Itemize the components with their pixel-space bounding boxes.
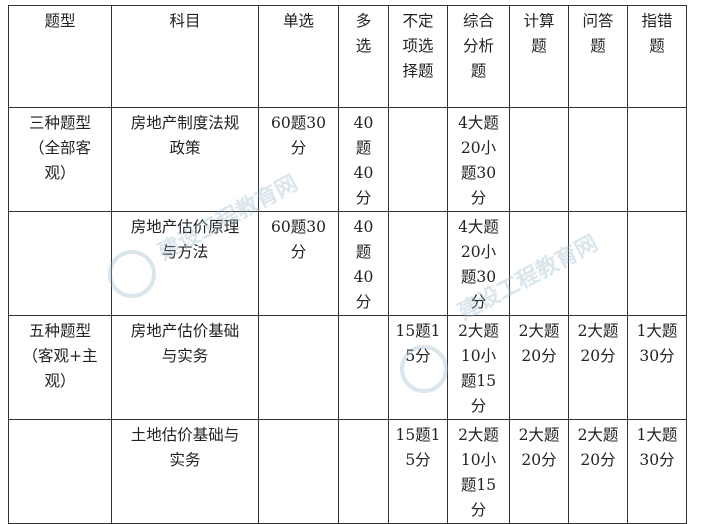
table-cell bbox=[388, 211, 448, 316]
table-cell: 2大题20分 bbox=[509, 315, 569, 420]
table-cell: 60题30分 bbox=[258, 211, 339, 316]
table-cell bbox=[509, 107, 569, 212]
table-cell: 15题15分 bbox=[388, 315, 448, 420]
header-cell: 综合分析题 bbox=[447, 5, 510, 108]
table-cell: 2大题10小题15分 bbox=[447, 315, 510, 420]
table-cell: 60题30分 bbox=[258, 107, 339, 212]
table-cell bbox=[568, 107, 628, 212]
table-row: 房地产估价原理与方法 60题30分 40题40分 4大题20小题30分 bbox=[8, 211, 687, 316]
table-cell: 40题40分 bbox=[338, 211, 389, 316]
table-cell bbox=[509, 211, 569, 316]
header-cell: 计算题 bbox=[509, 5, 569, 108]
table-row: 土地估价基础与实务 15题15分 2大题10小题15分 2大题20分 2大题20… bbox=[8, 419, 687, 524]
header-cell: 不定项选择题 bbox=[388, 5, 448, 108]
header-cell: 指错题 bbox=[627, 5, 687, 108]
table-cell bbox=[627, 211, 687, 316]
subject-cell: 房地产估价原理与方法 bbox=[111, 211, 259, 316]
table-cell: 4大题20小题30分 bbox=[447, 211, 510, 316]
question-type-cell bbox=[8, 211, 112, 316]
question-type-cell: 五种题型（客观+主观） bbox=[8, 315, 112, 420]
table-cell: 2大题20分 bbox=[568, 419, 628, 524]
table-cell: 2大题20分 bbox=[509, 419, 569, 524]
table-cell: 15题15分 bbox=[388, 419, 448, 524]
header-cell: 题型 bbox=[8, 5, 112, 108]
table-cell: 2大题10小题15分 bbox=[447, 419, 510, 524]
table-row: 三种题型（全部客观） 房地产制度法规政策 60题30分 40题40分 4大题20… bbox=[8, 107, 687, 212]
table-cell bbox=[338, 419, 389, 524]
table-row: 五种题型（客观+主观） 房地产估价基础与实务 15题15分 2大题10小题15分… bbox=[8, 315, 687, 420]
question-type-cell bbox=[8, 419, 112, 524]
table-cell bbox=[258, 315, 339, 420]
question-type-cell: 三种题型（全部客观） bbox=[8, 107, 112, 212]
subject-cell: 房地产制度法规政策 bbox=[111, 107, 259, 212]
header-cell: 问答题 bbox=[568, 5, 628, 108]
table-cell bbox=[258, 419, 339, 524]
table-cell: 1大题30分 bbox=[627, 419, 687, 524]
table-cell bbox=[627, 107, 687, 212]
table-cell: 1大题30分 bbox=[627, 315, 687, 420]
subject-cell: 土地估价基础与实务 bbox=[111, 419, 259, 524]
table-cell: 2大题20分 bbox=[568, 315, 628, 420]
header-cell: 单选 bbox=[258, 5, 339, 108]
exam-structure-table: 题型 科目 单选 多选 不定项选择题 综合分析题 计算题 问答题 指错题 三种题… bbox=[8, 5, 687, 524]
table-cell bbox=[388, 107, 448, 212]
subject-cell: 房地产估价基础与实务 bbox=[111, 315, 259, 420]
table-cell: 4大题20小题30分 bbox=[447, 107, 510, 212]
header-row: 题型 科目 单选 多选 不定项选择题 综合分析题 计算题 问答题 指错题 bbox=[8, 5, 687, 108]
header-cell: 多选 bbox=[338, 5, 389, 108]
table-cell bbox=[568, 211, 628, 316]
table-cell bbox=[338, 315, 389, 420]
table-cell: 40题40分 bbox=[338, 107, 389, 212]
header-cell: 科目 bbox=[111, 5, 259, 108]
